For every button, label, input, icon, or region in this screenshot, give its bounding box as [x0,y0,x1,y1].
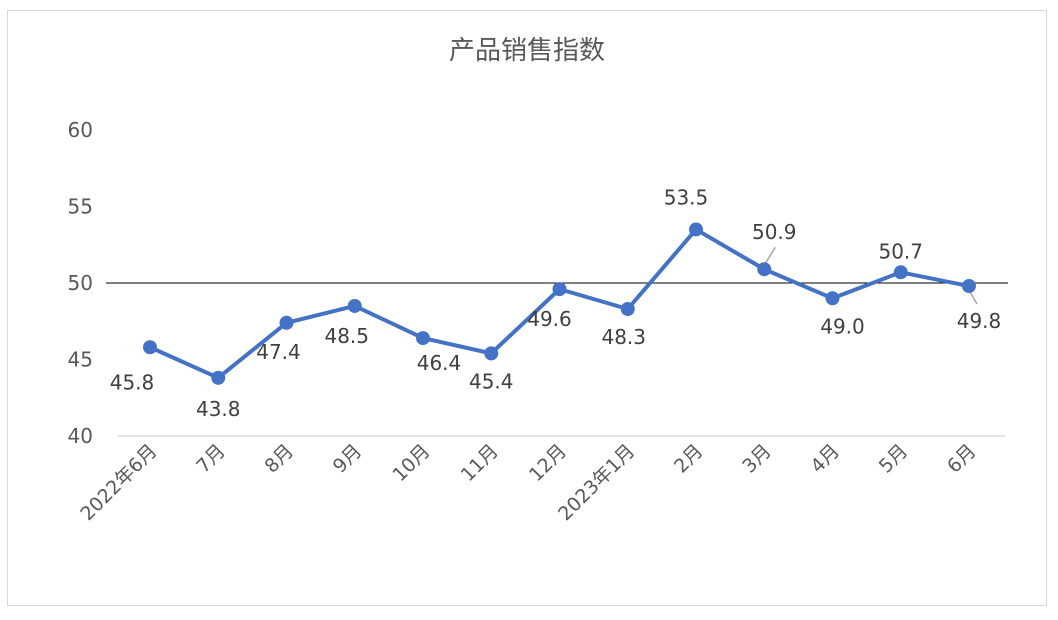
data-label: 45.4 [469,369,514,393]
data-label: 45.8 [110,370,155,394]
data-point [416,331,430,346]
data-points [143,222,976,385]
x-tick-label: 10月 [388,440,434,486]
y-tick-label: 60 [68,118,93,142]
data-point [279,315,294,330]
y-tick-label: 45 [68,348,93,372]
data-label: 46.4 [417,351,462,375]
data-point [689,222,703,237]
data-point [347,298,362,313]
x-tick-label: 8月 [260,440,298,478]
data-point [757,262,772,277]
data-point [893,265,908,280]
x-tick-label: 4月 [806,440,844,478]
chart-frame [7,10,1047,606]
x-tick-label: 11月 [457,440,503,486]
data-label: 48.5 [324,324,369,348]
x-tick-label: 12月 [525,440,571,486]
data-label: 49.0 [820,314,865,338]
data-point [620,302,635,317]
x-tick-label: 2022年6月 [76,440,161,525]
data-point [552,282,567,297]
chart-title: 产品销售指数 [449,36,605,66]
x-tick-label: 2月 [670,440,708,478]
x-tick-label: 3月 [738,440,776,478]
data-label: 50.9 [752,220,797,244]
x-tick-label: 9月 [329,440,367,478]
data-label: 53.5 [664,185,709,209]
x-tick-label: 6月 [943,440,981,478]
x-tick-label: 7月 [192,440,230,478]
data-point [825,291,840,306]
data-labels: 45.8 43.8 47.4 48.5 46.4 45.4 49.6 48.3 53.5 50.9… [110,185,1002,420]
data-label: 49.8 [957,309,1002,333]
data-point [962,279,976,294]
x-tick-label: 5月 [875,440,913,478]
y-axis-ticks: 40 45 50 55 60 [68,118,93,448]
data-label: 49.6 [527,307,572,331]
data-point [143,340,157,355]
data-label: 43.8 [196,397,241,421]
data-point [484,346,499,361]
y-tick-label: 55 [68,195,93,219]
leader-lines [763,246,978,305]
data-label: 47.4 [256,340,301,364]
leader-line [763,246,776,266]
data-label: 48.3 [601,325,646,349]
data-point [211,370,226,385]
y-tick-label: 50 [68,271,93,295]
data-label: 50.7 [878,239,923,263]
y-tick-label: 40 [68,424,93,448]
